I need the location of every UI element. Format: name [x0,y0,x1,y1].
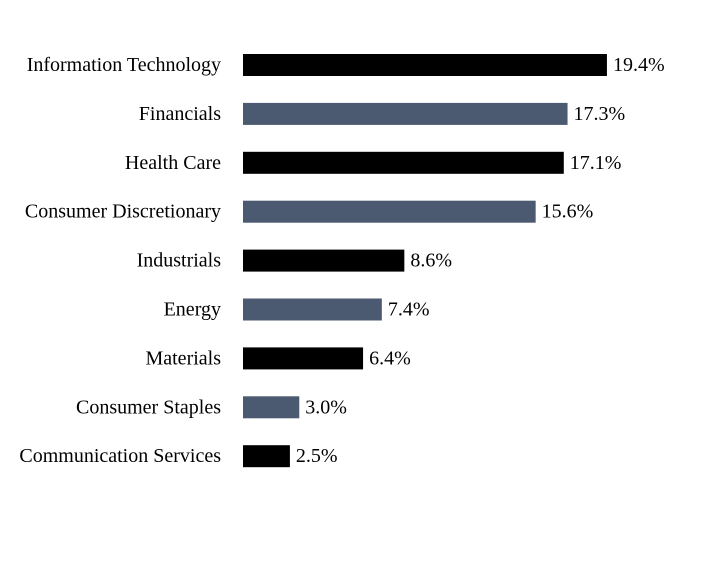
category-label-communication-services: Communication Services [19,445,221,467]
value-label-communication-services: 2.5% [296,445,338,467]
bar-consumer-staples [243,396,300,419]
category-label-information-technology: Information Technology [27,54,221,76]
bar-materials [243,347,364,370]
bar-financials [243,102,568,125]
value-label-materials: 6.4% [369,347,411,369]
category-label-consumer-discretionary: Consumer Discretionary [25,201,221,223]
bar-consumer-discretionary [243,200,536,223]
category-label-group: Information Technology Financials Health C… [19,54,221,467]
category-label-energy: Energy [164,299,221,321]
value-label-group: 19.4% 17.3% 17.1% 15.6% 8.6% 7.4% 6.4% 3.0% 2.5% [296,54,665,467]
value-label-industrials: 8.6% [410,250,452,272]
bar-group [243,54,607,468]
value-label-financials: 17.3% [574,103,626,125]
value-label-energy: 7.4% [388,299,430,321]
category-label-financials: Financials [139,103,221,125]
category-label-industrials: Industrials [137,250,222,272]
value-label-consumer-discretionary: 15.6% [542,201,594,223]
value-label-health-care: 17.1% [570,152,622,174]
category-label-health-care: Health Care [125,152,221,174]
category-label-materials: Materials [145,347,221,369]
bar-information-technology [243,54,607,76]
value-label-consumer-staples: 3.0% [305,396,347,418]
category-label-consumer-staples: Consumer Staples [76,396,221,418]
value-label-information-technology: 19.4% [613,54,665,76]
bar-industrials [243,249,405,272]
bar-health-care [243,151,564,174]
bar-energy [243,298,382,321]
bar-communication-services [243,445,290,468]
